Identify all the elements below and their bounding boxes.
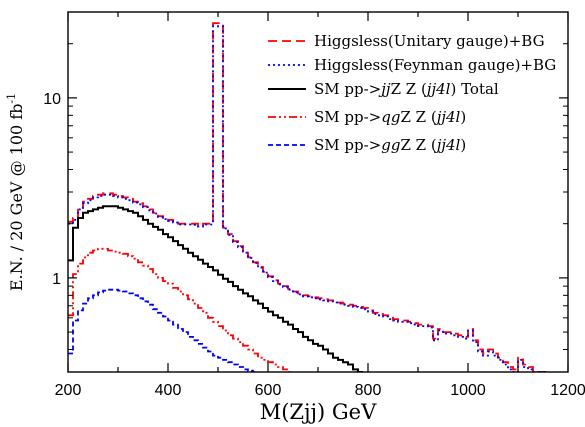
legend-label-1: Higgsless(Unitary gauge)+BG	[314, 32, 545, 50]
y-axis-label: E.N. / 20 GeV @ 100 fb-1	[5, 93, 26, 291]
series-layer	[68, 22, 548, 372]
y-axis-label-main: E.N. / 20 GeV @ 100 fb	[7, 104, 26, 292]
series-line-2	[68, 25, 548, 372]
series-line-4	[68, 247, 293, 372]
x-axis-label: M(Zjj) GeV	[260, 400, 377, 424]
y-tick-label: 10	[43, 91, 61, 108]
x-tick-label: 200	[55, 382, 82, 399]
series-line-5	[68, 288, 258, 372]
x-tick-label: 600	[255, 382, 282, 399]
legend-label-3: SM pp->jjZ Z (jj4l) Total	[314, 80, 499, 98]
y-tick-label: 1	[52, 271, 61, 288]
legend-label-4: SM pp->qgZ Z (jj4l)	[314, 108, 466, 126]
legend-label-5: SM pp->ggZ Z (jj4l)	[314, 136, 466, 154]
x-tick-label: 1200	[550, 382, 585, 399]
y-axis-label-sup: -1	[5, 93, 18, 104]
series-line-3	[68, 205, 363, 372]
ticks-layer: 200 400 600 800 1000 1200 1 10	[43, 11, 585, 399]
x-tick-label: 1000	[450, 382, 486, 399]
legend-label-2: Higgsless(Feynman gauge)+BG	[314, 56, 556, 74]
x-tick-label: 800	[355, 382, 382, 399]
legend: Higgsless(Unitary gauge)+BG Higgsless(Fey…	[268, 32, 556, 154]
x-tick-label: 400	[155, 382, 182, 399]
